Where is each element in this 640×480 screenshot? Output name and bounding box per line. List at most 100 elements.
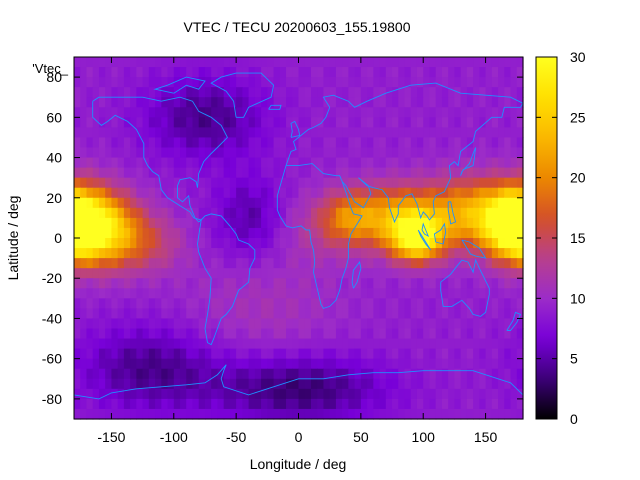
heatmap-cell: [180, 157, 187, 169]
heatmap-cell: [342, 137, 349, 149]
heatmap-cell: [504, 157, 512, 169]
heatmap-cell: [504, 57, 512, 68]
heatmap-cell: [267, 127, 275, 139]
heatmap-cell: [448, 298, 456, 309]
heatmap-cell: [267, 308, 275, 320]
heatmap-cell: [229, 308, 237, 320]
heatmap-cell: [229, 207, 237, 219]
heatmap-cell: [80, 67, 88, 78]
heatmap-cell: [155, 388, 162, 400]
heatmap-cell: [267, 137, 275, 149]
heatmap-cell: [117, 358, 125, 370]
heatmap-cell: [342, 338, 349, 350]
heatmap-cell: [379, 388, 387, 400]
heatmap-cell: [498, 268, 505, 279]
heatmap-cell: [491, 308, 499, 320]
heatmap-cell: [441, 57, 449, 68]
heatmap-cell: [441, 378, 449, 390]
coastline: [276, 163, 363, 309]
heatmap-cell: [423, 117, 431, 128]
heatmap-cell: [142, 97, 150, 108]
heatmap-cell: [180, 298, 187, 309]
heatmap-cell: [504, 308, 512, 320]
heatmap-cell: [261, 157, 268, 169]
heatmap-cell: [379, 77, 387, 88]
heatmap-cell: [155, 398, 162, 410]
heatmap-cell: [342, 217, 349, 229]
heatmap-cell: [186, 288, 194, 299]
heatmap-cell: [161, 197, 169, 209]
heatmap-cell: [74, 338, 81, 350]
heatmap-cell: [130, 338, 137, 350]
heatmap-cell: [267, 298, 275, 309]
heatmap-cell: [498, 398, 505, 410]
heatmap-cell: [429, 348, 437, 360]
heatmap-cell: [323, 238, 331, 249]
heatmap-cell: [211, 248, 219, 259]
heatmap-cell: [304, 127, 312, 139]
heatmap-cell: [360, 408, 368, 420]
heatmap-cell: [491, 127, 499, 139]
heatmap-cell: [398, 147, 406, 159]
heatmap-cell: [105, 358, 113, 370]
heatmap-cell: [498, 137, 505, 149]
heatmap-cell: [223, 57, 231, 68]
heatmap-cell: [273, 137, 281, 149]
heatmap-cell: [379, 348, 387, 360]
heatmap-cell: [204, 57, 212, 68]
heatmap-cell: [211, 368, 219, 380]
heatmap-cell: [261, 378, 268, 390]
heatmap-cell: [261, 57, 268, 68]
heatmap-cell: [416, 348, 424, 360]
heatmap-cell: [310, 248, 318, 259]
heatmap-cell: [416, 288, 424, 299]
heatmap-cell: [498, 217, 505, 229]
heatmap-cell: [192, 127, 200, 139]
heatmap-cell: [410, 157, 418, 169]
y-axis-label: Latitude / deg: [5, 196, 21, 281]
heatmap-cell: [236, 67, 243, 78]
heatmap-cell: [223, 157, 231, 169]
heatmap-cell: [504, 77, 512, 88]
heatmap-cell: [130, 278, 137, 289]
heatmap-cell: [435, 137, 443, 149]
heatmap-cell: [504, 278, 512, 289]
heatmap-cell: [211, 57, 219, 68]
heatmap-cell: [111, 258, 119, 269]
heatmap-cell: [286, 217, 293, 229]
heatmap-cell: [211, 408, 219, 420]
heatmap-cell: [448, 238, 456, 249]
heatmap-cell: [429, 268, 437, 279]
heatmap-cell: [348, 57, 356, 68]
heatmap-cell: [279, 308, 287, 320]
heatmap-cell: [448, 197, 456, 209]
heatmap-cell: [223, 268, 231, 279]
heatmap-cell: [98, 217, 106, 229]
heatmap-cell: [229, 107, 237, 118]
heatmap-cell: [148, 57, 156, 68]
heatmap-cell: [279, 348, 287, 360]
heatmap-cell: [410, 408, 418, 420]
heatmap-cell: [304, 137, 312, 149]
heatmap-cell: [123, 298, 131, 309]
heatmap-cell: [429, 338, 437, 350]
heatmap-cell: [279, 248, 287, 259]
heatmap-cell: [404, 147, 412, 159]
heatmap-cell: [192, 67, 200, 78]
heatmap-cell: [279, 77, 287, 88]
heatmap-cell: [404, 137, 412, 149]
heatmap-cell: [491, 87, 499, 98]
heatmap-cell: [74, 187, 81, 199]
heatmap-cell: [248, 227, 256, 239]
heatmap-cell: [136, 87, 144, 98]
heatmap-cell: [379, 67, 387, 78]
heatmap-cell: [410, 338, 418, 350]
heatmap-cell: [435, 338, 443, 350]
heatmap-cell: [329, 328, 337, 340]
heatmap-cell: [310, 107, 318, 118]
heatmap-cell: [192, 388, 200, 400]
heatmap-cell: [360, 77, 368, 88]
heatmap-cell: [292, 137, 300, 149]
heatmap-cell: [254, 197, 262, 209]
heatmap-cell: [323, 187, 331, 199]
